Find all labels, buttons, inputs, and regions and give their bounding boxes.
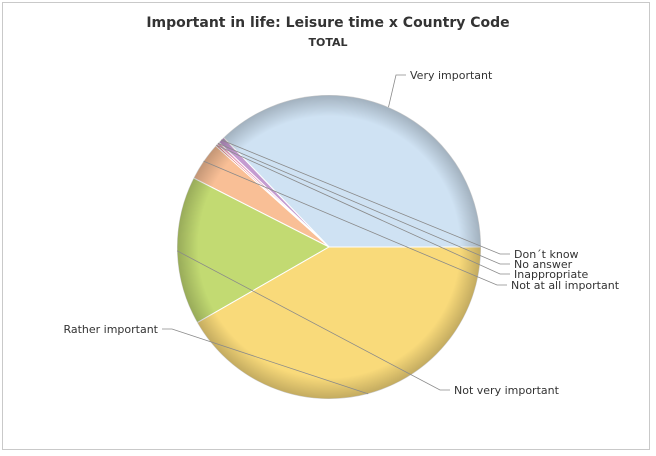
slice-label: Inappropriate [514, 268, 589, 281]
leader-line [162, 328, 369, 395]
slice-label: Rather important [63, 323, 158, 336]
chart-subtitle: TOTAL [308, 36, 348, 49]
slice-label: Very important [410, 69, 493, 82]
leader-line [388, 74, 406, 108]
slice-label: Not at all important [511, 279, 620, 292]
slice-label: Not very important [454, 384, 560, 397]
pie-rim-shade [177, 95, 481, 399]
slice-label: No answer [514, 258, 573, 271]
slice-label: Don´t know [514, 248, 579, 261]
leader-line [176, 250, 450, 391]
chart-title: Important in life: Leisure time x Countr… [146, 15, 510, 31]
leader-line [216, 144, 510, 275]
leader-line [203, 160, 507, 286]
leader-line [221, 139, 510, 255]
leader-line [217, 142, 510, 265]
